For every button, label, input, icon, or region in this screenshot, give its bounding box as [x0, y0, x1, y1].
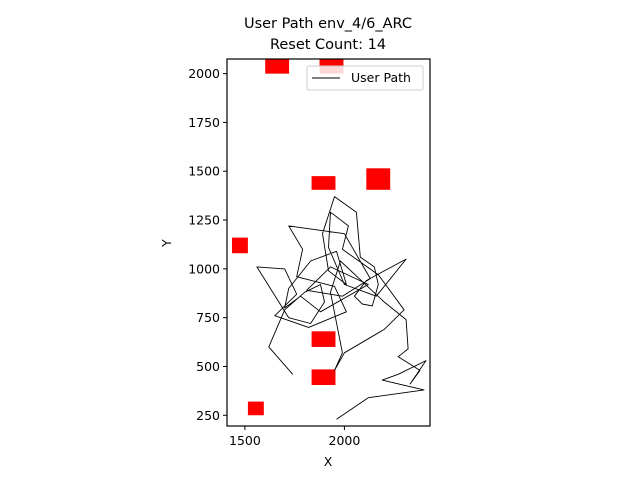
obstacle-0	[265, 59, 290, 74]
y-tick-label-500: 500	[196, 359, 220, 374]
user-path-layer	[256, 196, 427, 420]
legend-entry-user-path: User Path	[351, 70, 411, 85]
y-tick-label-1250: 1250	[188, 213, 220, 228]
y-tick-label-1500: 1500	[188, 164, 220, 179]
x-tick-label-1500: 1500	[229, 433, 261, 448]
chart-subtitle: Reset Count: 14	[270, 37, 386, 53]
y-axis-label: Y	[159, 239, 174, 248]
legend: User Path	[306, 65, 424, 91]
obstacle-4	[231, 237, 248, 254]
y-tick-label-1750: 1750	[188, 115, 220, 130]
series-line-user-path	[256, 196, 427, 420]
x-ticks: 1500 2000	[229, 426, 360, 448]
y-tick-label-750: 750	[196, 310, 220, 325]
obstacle-5	[311, 331, 336, 347]
y-tick-label-2000: 2000	[188, 66, 220, 81]
chart-title: User Path env_4/6_ARC	[244, 16, 412, 32]
obstacle-6	[311, 369, 336, 386]
y-tick-label-1000: 1000	[188, 261, 220, 276]
axes-frame	[226, 58, 431, 427]
x-tick-label-2000: 2000	[329, 433, 361, 448]
legend-box	[306, 65, 424, 91]
x-axis-label: X	[324, 454, 333, 469]
y-tick-label-250: 250	[196, 408, 220, 423]
obstacle-2	[366, 168, 391, 190]
obstacles-layer	[231, 59, 391, 416]
y-ticks: 250 500 750 1000 1250 1500 1750 2000	[188, 66, 227, 423]
obstacle-3	[311, 176, 336, 190]
obstacle-7	[247, 401, 264, 416]
